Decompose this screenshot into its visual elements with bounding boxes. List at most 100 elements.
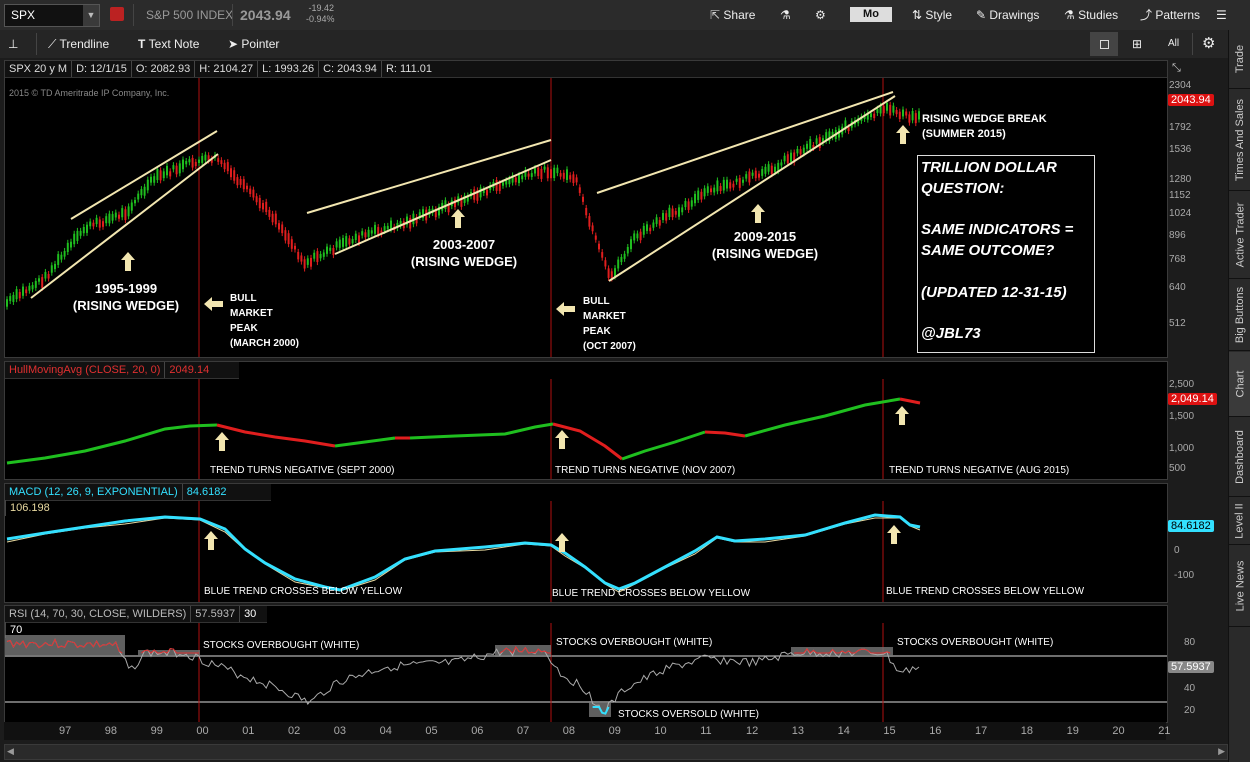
candle-body bbox=[790, 152, 792, 162]
candle-body bbox=[662, 213, 664, 220]
time-axis[interactable]: 97 98 99 00 01 02 03 04 05 06 07 08 09 10 11 12 13 14 15 16… bbox=[4, 722, 1170, 740]
candle-body bbox=[754, 170, 757, 179]
candle-body bbox=[73, 233, 76, 245]
candle-body bbox=[783, 155, 786, 162]
share-button[interactable]: ⇱ Share bbox=[710, 8, 756, 22]
style-button[interactable]: ⇅ Style bbox=[912, 8, 953, 22]
candle-body bbox=[601, 252, 604, 258]
horizontal-scrollbar[interactable]: ◀ ▶ bbox=[4, 744, 1228, 760]
chevron-down-icon[interactable]: ▼ bbox=[83, 5, 99, 26]
chart-settings-gear-icon[interactable]: ⚙ bbox=[1202, 35, 1216, 52]
candle-body bbox=[290, 239, 293, 249]
hma-scale-label: 2,500 bbox=[1169, 379, 1195, 390]
candle-body bbox=[498, 183, 501, 191]
arrow-up-icon bbox=[887, 525, 901, 544]
time-axis-label: 03 bbox=[333, 725, 347, 737]
candle-body bbox=[684, 201, 687, 208]
gear-icon[interactable]: ⚙ bbox=[815, 8, 826, 22]
time-axis-label: 97 bbox=[59, 725, 72, 737]
net-change: -19.42 bbox=[308, 3, 334, 13]
hma-pane[interactable]: HullMovingAvg (CLOSE, 20, 0) 2049.14 TREN… bbox=[4, 361, 1168, 480]
tab-chart[interactable]: Chart bbox=[1229, 352, 1250, 417]
text-note-button[interactable]: T Text Note bbox=[138, 37, 200, 51]
patterns-button[interactable]: ⤴ Patterns bbox=[1140, 8, 1201, 22]
price-chart[interactable] bbox=[5, 78, 1167, 357]
macd-chart[interactable] bbox=[5, 501, 1167, 602]
grid-layout-icon[interactable]: ⊞ bbox=[1132, 37, 1143, 51]
tab-live-news[interactable]: Live News bbox=[1229, 546, 1250, 627]
scroll-right-icon: ▶ bbox=[1218, 746, 1225, 756]
candle-body bbox=[358, 235, 360, 243]
time-axis-label: 05 bbox=[425, 725, 438, 737]
flask-icon[interactable]: ⚗ bbox=[780, 8, 791, 22]
rsi-overbought-level: 70 bbox=[5, 622, 26, 638]
aggregation-button[interactable]: Mo bbox=[850, 7, 892, 22]
candle-body bbox=[847, 127, 850, 132]
arrow-up-icon bbox=[121, 252, 135, 271]
tab-active-trader[interactable]: Active Trader bbox=[1229, 192, 1250, 279]
rsi-price-tag: 57.5937 bbox=[1168, 661, 1214, 673]
macd-pane[interactable]: MACD (12, 26, 9, EXPONENTIAL) 84.6182 106.… bbox=[4, 483, 1168, 603]
tab-big-buttons[interactable]: Big Buttons bbox=[1229, 280, 1250, 351]
expand-icon[interactable]: ⤡ bbox=[1172, 62, 1181, 74]
arrow-up-icon bbox=[896, 125, 910, 144]
alert-icon[interactable] bbox=[110, 7, 124, 21]
candle-body bbox=[719, 186, 722, 192]
candle-body bbox=[466, 195, 469, 202]
candle-body bbox=[649, 227, 652, 232]
wedge-trendline bbox=[306, 139, 552, 214]
hma-line-segment bbox=[704, 430, 746, 438]
single-layout-button[interactable] bbox=[1090, 32, 1118, 56]
pointer-button[interactable]: ➤ Pointer bbox=[228, 37, 280, 51]
studies-button[interactable]: ⚗ Studies bbox=[1064, 8, 1119, 22]
pin-icon[interactable]: ⊥ bbox=[8, 37, 19, 51]
candle-body bbox=[6, 299, 8, 307]
tab-trade[interactable]: Trade bbox=[1229, 30, 1250, 89]
tab-times-and-sales[interactable]: Times And Sales bbox=[1229, 90, 1250, 191]
bull-peak-2007-label: BULL MARKET PEAK (OCT 2007) bbox=[583, 296, 636, 352]
candle-body bbox=[815, 138, 818, 144]
macd-note: BLUE TREND CROSSES BELOW YELLOW bbox=[552, 588, 751, 599]
tab-level-ii[interactable]: Level II bbox=[1229, 498, 1250, 545]
candle-body bbox=[793, 152, 796, 163]
price-scale-label: 1792 bbox=[1169, 122, 1192, 133]
candle-body bbox=[818, 137, 821, 149]
drawings-button[interactable]: ✎ Drawings bbox=[976, 8, 1040, 22]
price-pane[interactable]: SPX 20 y M D: 12/1/15 O: 2082.93 H: 2104.27… bbox=[4, 60, 1168, 358]
time-axis-label: 19 bbox=[1066, 725, 1079, 737]
time-axis-label: 98 bbox=[104, 725, 118, 737]
candle-body bbox=[239, 178, 242, 185]
candle-body bbox=[764, 166, 767, 174]
hma-chart[interactable] bbox=[5, 379, 1167, 479]
candle-body bbox=[66, 242, 69, 253]
candle-body bbox=[726, 179, 728, 189]
candle-body bbox=[780, 162, 783, 166]
rsi-pane[interactable]: RSI (14, 70, 30, CLOSE, WILDERS) 57.5937 3… bbox=[4, 605, 1168, 723]
hma-line-segment bbox=[216, 423, 336, 448]
time-axis-label: 14 bbox=[837, 725, 850, 737]
rsi-note: STOCKS OVERBOUGHT (WHITE) bbox=[556, 637, 713, 648]
time-axis-label: 20 bbox=[1112, 725, 1125, 737]
trendline-icon: ⟋ bbox=[48, 37, 60, 51]
tab-label: Trade bbox=[1234, 44, 1247, 74]
symbol-selector[interactable]: SPX ▼ bbox=[4, 4, 100, 27]
hma-line-segment bbox=[621, 430, 706, 461]
menu-icon[interactable]: ☰ bbox=[1216, 8, 1227, 22]
rsi-chart[interactable] bbox=[5, 623, 1167, 722]
all-button[interactable]: All bbox=[1168, 38, 1180, 49]
candle-body bbox=[335, 241, 338, 248]
hma-price-tag: 2,049.14 bbox=[1168, 393, 1217, 405]
tab-dashboard[interactable]: Dashboard bbox=[1229, 418, 1250, 497]
candle-body bbox=[418, 212, 421, 217]
candle-body bbox=[313, 252, 316, 259]
candle-body bbox=[809, 139, 812, 150]
candle-body bbox=[271, 213, 274, 223]
candle-body bbox=[646, 224, 648, 231]
candle-body bbox=[761, 169, 764, 176]
candle-body bbox=[134, 200, 136, 204]
rsi-note: STOCKS OVERBOUGHT (WHITE) bbox=[897, 637, 1054, 648]
rsi-note: STOCKS OVERSOLD (WHITE) bbox=[618, 709, 759, 720]
trendline-button[interactable]: ⟋ Trendline bbox=[48, 37, 110, 51]
candle-body bbox=[262, 202, 264, 210]
candle-body bbox=[12, 294, 15, 302]
